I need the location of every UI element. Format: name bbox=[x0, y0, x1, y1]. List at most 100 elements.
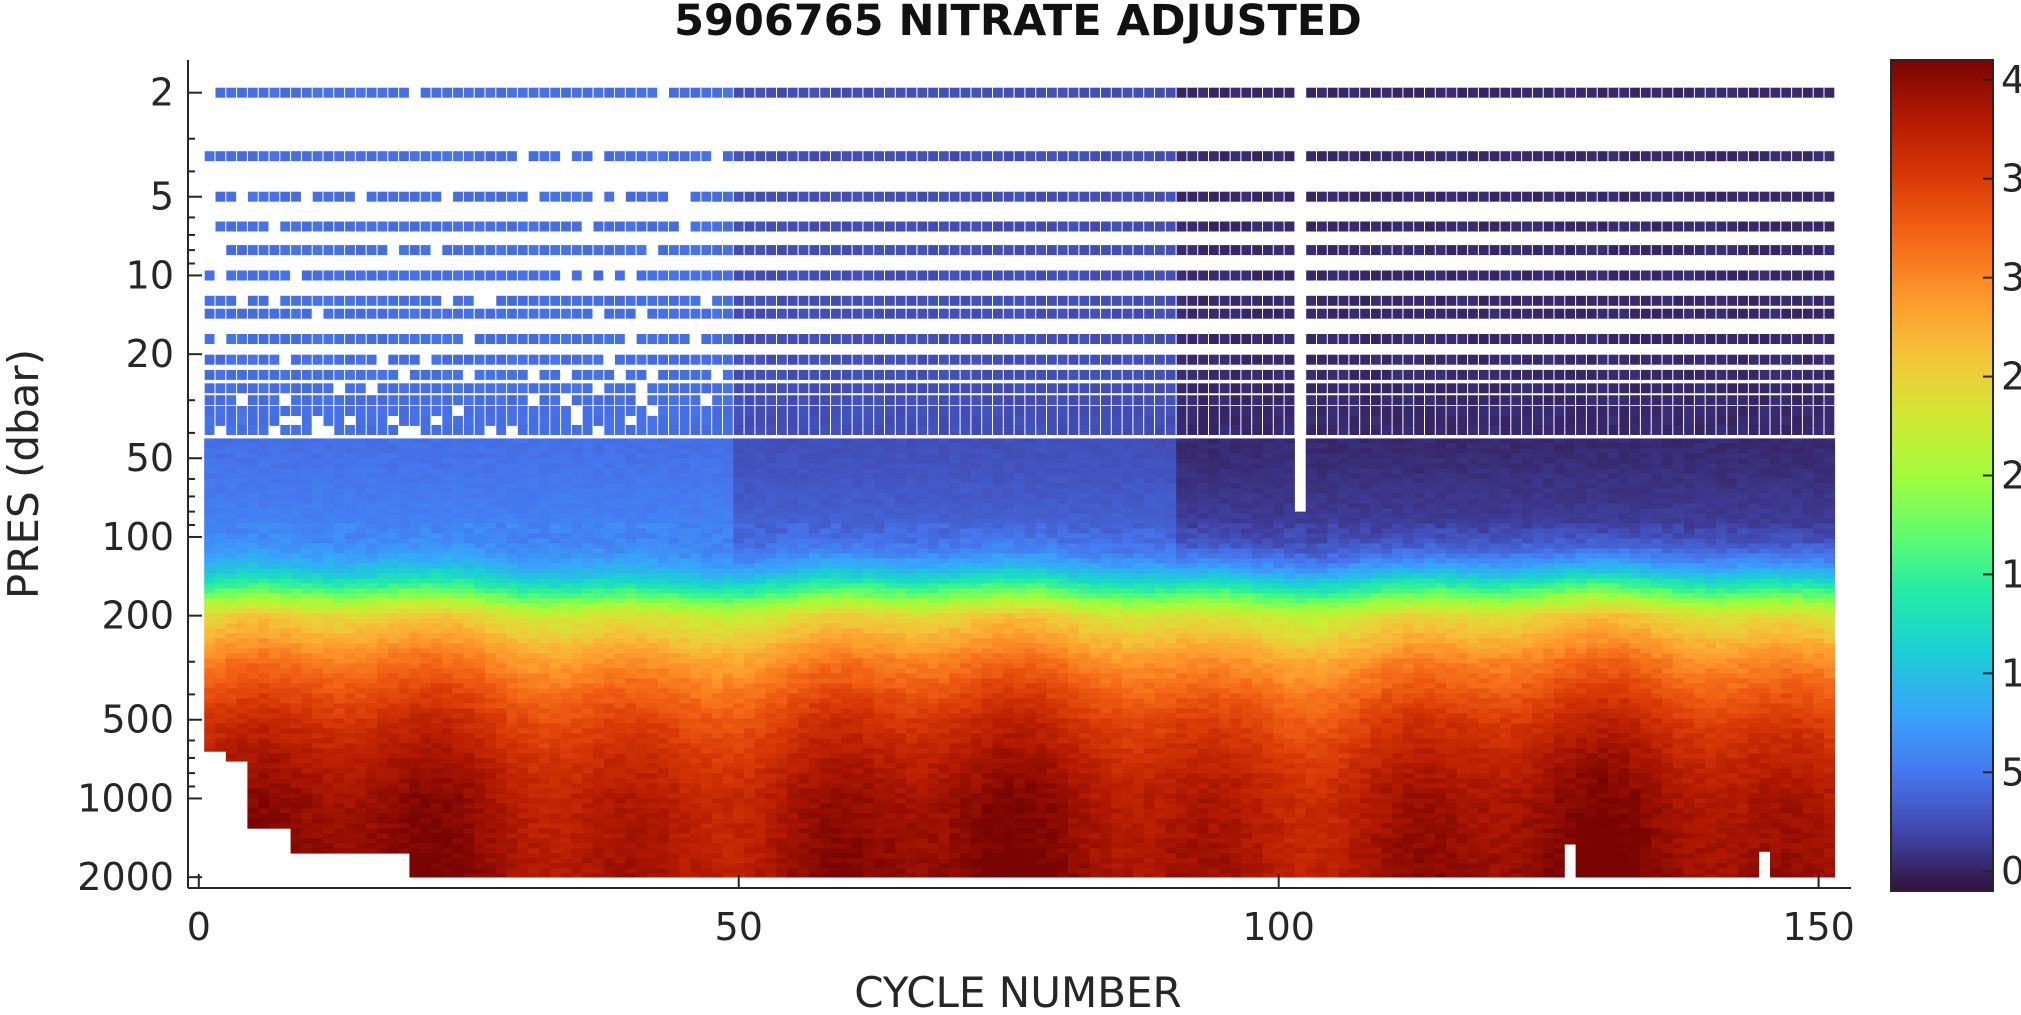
heatmap-cell bbox=[495, 718, 507, 724]
heatmap-cell bbox=[636, 354, 647, 365]
heatmap-cell bbox=[301, 848, 313, 854]
heatmap-cell bbox=[636, 453, 648, 459]
heatmap-cell bbox=[215, 518, 227, 524]
heatmap-cell bbox=[312, 221, 323, 232]
heatmap-cell bbox=[247, 483, 259, 489]
heatmap-cell bbox=[711, 823, 723, 829]
heatmap-cell bbox=[582, 693, 594, 699]
heatmap-cell bbox=[614, 533, 626, 539]
heatmap-cell bbox=[431, 608, 443, 614]
heatmap-cell bbox=[453, 87, 463, 98]
heatmap-cell bbox=[668, 598, 680, 604]
heatmap-cell bbox=[582, 425, 593, 435]
heatmap-cell bbox=[560, 513, 572, 519]
heatmap-cell bbox=[366, 533, 378, 539]
heatmap-cell bbox=[345, 406, 355, 416]
heatmap-cell bbox=[474, 334, 485, 344]
heatmap-cell bbox=[215, 638, 227, 644]
heatmap-cell bbox=[280, 151, 291, 162]
heatmap-cell bbox=[615, 395, 625, 406]
heatmap-cell bbox=[625, 518, 637, 524]
heatmap-cell bbox=[506, 868, 518, 874]
heatmap-cell bbox=[485, 873, 497, 878]
heatmap-cell bbox=[549, 698, 561, 704]
heatmap-cell bbox=[603, 458, 615, 464]
heatmap-cell bbox=[409, 483, 421, 489]
heatmap-cell bbox=[420, 638, 432, 644]
heatmap-cell bbox=[247, 768, 259, 774]
heatmap-cell bbox=[517, 813, 529, 819]
heatmap-cell bbox=[215, 508, 227, 514]
heatmap-cell bbox=[312, 588, 324, 594]
heatmap-cell bbox=[474, 778, 486, 784]
heatmap-cell bbox=[517, 628, 529, 634]
heatmap-cell bbox=[409, 383, 420, 394]
heatmap-cell bbox=[377, 406, 388, 416]
heatmap-cell bbox=[679, 638, 691, 644]
heatmap-cell bbox=[506, 798, 518, 804]
heatmap-cell bbox=[560, 788, 572, 794]
heatmap-cell bbox=[603, 668, 615, 674]
heatmap-cell bbox=[549, 448, 561, 454]
heatmap-cell bbox=[495, 443, 507, 449]
heatmap-cell bbox=[571, 588, 583, 594]
heatmap-cell bbox=[668, 833, 680, 839]
heatmap-cell bbox=[323, 658, 335, 664]
heatmap-cell bbox=[560, 743, 572, 749]
heatmap-cell bbox=[366, 803, 378, 809]
heatmap-cell bbox=[582, 698, 594, 704]
heatmap-cell bbox=[463, 383, 474, 394]
heatmap-cell bbox=[614, 463, 626, 469]
heatmap-cell bbox=[345, 270, 355, 281]
heatmap-cell bbox=[409, 858, 421, 864]
heatmap-cell bbox=[366, 798, 378, 804]
heatmap-cell bbox=[495, 763, 507, 769]
heatmap-cell bbox=[712, 395, 722, 406]
heatmap-cell bbox=[625, 823, 637, 829]
heatmap-cell bbox=[279, 448, 291, 454]
heatmap-cell bbox=[593, 513, 605, 519]
heatmap-cell bbox=[377, 728, 389, 734]
heatmap-cell bbox=[679, 395, 690, 406]
heatmap-cell bbox=[290, 518, 302, 524]
heatmap-cell bbox=[646, 753, 658, 759]
heatmap-cell bbox=[474, 693, 486, 699]
heatmap-cell bbox=[722, 703, 734, 709]
heatmap-cell bbox=[387, 683, 399, 689]
heatmap-cell bbox=[571, 768, 583, 774]
heatmap-cell bbox=[409, 673, 421, 679]
heatmap-cell bbox=[528, 658, 540, 664]
heatmap-cell bbox=[280, 87, 291, 98]
heatmap-cell bbox=[733, 406, 744, 416]
heatmap-cell bbox=[679, 703, 691, 709]
heatmap-cell bbox=[517, 683, 529, 689]
heatmap-cell bbox=[668, 603, 680, 609]
heatmap-cell bbox=[291, 334, 301, 344]
heatmap-cell bbox=[279, 583, 291, 589]
heatmap-cell bbox=[290, 583, 302, 589]
heatmap-cell bbox=[506, 523, 518, 529]
heatmap-cell bbox=[506, 683, 518, 689]
heatmap-cell bbox=[269, 628, 281, 634]
heatmap-cell bbox=[549, 453, 561, 459]
heatmap-cell bbox=[657, 823, 669, 829]
heatmap-cell bbox=[333, 688, 345, 694]
heatmap-cell bbox=[269, 473, 281, 479]
heatmap-cell bbox=[269, 718, 281, 724]
heatmap-cell bbox=[625, 763, 637, 769]
heatmap-cell bbox=[646, 493, 658, 499]
heatmap-cell bbox=[355, 483, 367, 489]
heatmap-cell bbox=[722, 718, 734, 724]
heatmap-cell bbox=[431, 733, 443, 739]
heatmap-cell bbox=[323, 743, 335, 749]
heatmap-cell bbox=[700, 478, 712, 484]
heatmap-cell bbox=[485, 270, 496, 281]
heatmap-cell bbox=[301, 748, 313, 754]
heatmap-cell bbox=[366, 698, 378, 704]
heatmap-cell bbox=[333, 633, 345, 639]
heatmap-cell bbox=[560, 758, 572, 764]
heatmap-cell bbox=[625, 663, 637, 669]
heatmap-cell bbox=[398, 788, 410, 794]
heatmap-cell bbox=[366, 643, 378, 649]
heatmap-cell bbox=[733, 538, 745, 544]
